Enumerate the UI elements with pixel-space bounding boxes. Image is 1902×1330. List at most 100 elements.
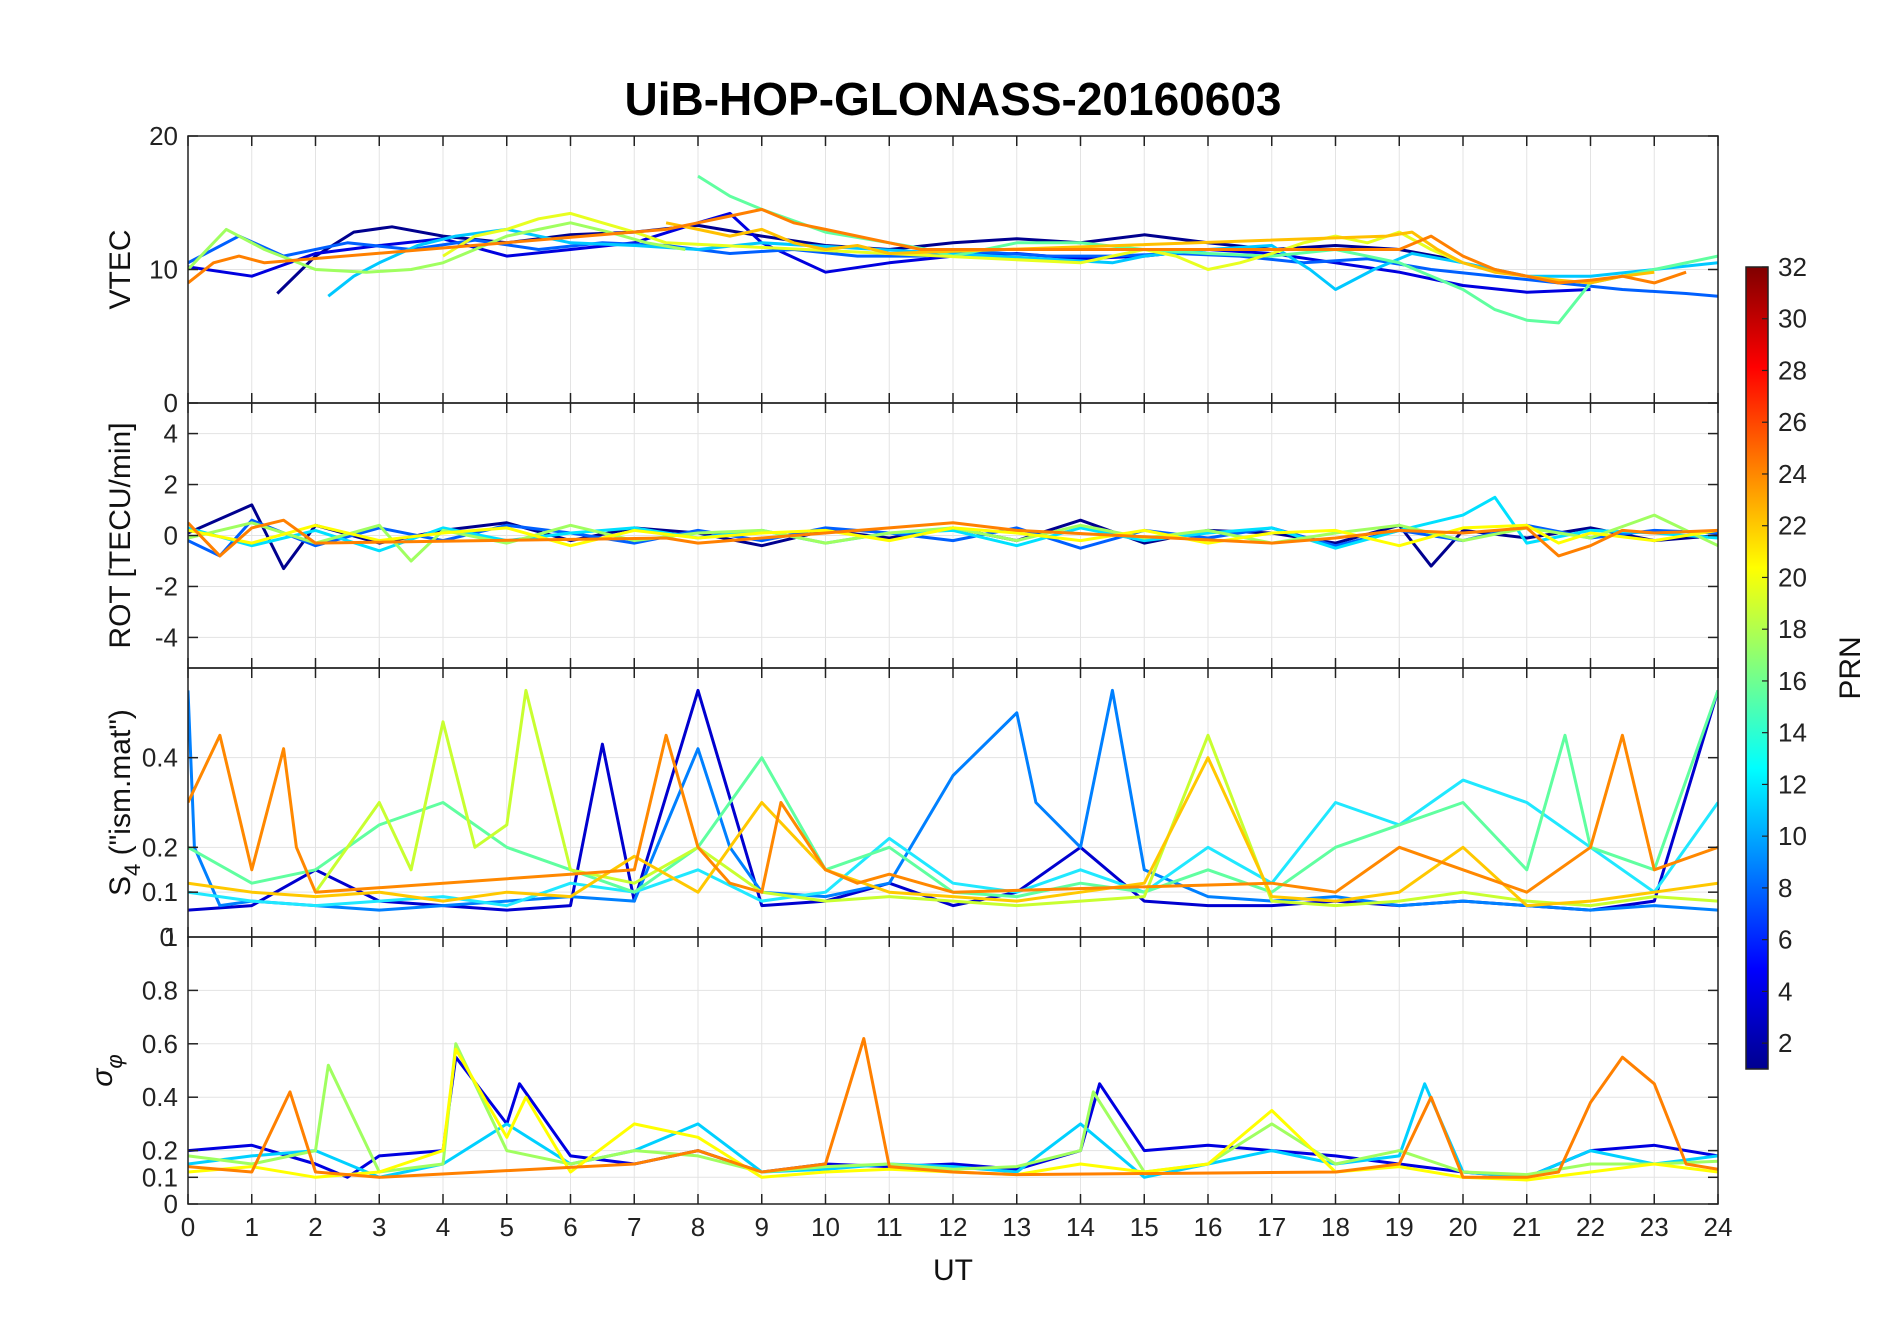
vtec-ylabel: VTEC <box>104 229 137 309</box>
sigma-series-line <box>188 1047 1718 1182</box>
rot-ytick-label: 4 <box>164 419 178 449</box>
colorbar-tick-label: 30 <box>1778 304 1807 334</box>
sigma-ytick-label: 0.6 <box>142 1029 178 1059</box>
colorbar-gradient <box>1745 266 1769 1070</box>
x-tick-label: 2 <box>308 1212 322 1242</box>
sigma-series-line <box>188 1042 1718 1177</box>
s4-ylabel: S4 ("ism.mat") <box>104 709 145 896</box>
sigma-ylabel-sub: φ <box>102 1054 127 1068</box>
x-tick-label: 16 <box>1194 1212 1223 1242</box>
sigma-ytick-label: 0.4 <box>142 1082 178 1112</box>
x-tick-label: 12 <box>939 1212 968 1242</box>
sigma-ytick-label: 0.2 <box>142 1136 178 1166</box>
colorbar-tick-label: 8 <box>1778 873 1792 903</box>
x-tick-label: 15 <box>1130 1212 1159 1242</box>
rot-ytick-label: 0 <box>164 521 178 551</box>
sigma-ylabel-main: σ <box>86 1067 119 1087</box>
s4-ylabel-sub: 4 <box>120 864 145 876</box>
vtec-series-line <box>327 227 1718 298</box>
x-tick-label: 10 <box>811 1212 840 1242</box>
x-tick-label: 19 <box>1385 1212 1414 1242</box>
colorbar-tick-label: 18 <box>1778 614 1807 644</box>
colorbar-tick-label: 6 <box>1778 925 1792 955</box>
x-tick-label: 5 <box>500 1212 514 1242</box>
x-tick-label: 14 <box>1066 1212 1095 1242</box>
vtec-ytick-label: 10 <box>149 255 178 285</box>
sigma-ytick-label: 0.8 <box>142 975 178 1005</box>
sigma-ylabel: σφ <box>86 1054 127 1086</box>
x-tick-label: 20 <box>1449 1212 1478 1242</box>
rot-ytick-label: -4 <box>155 622 178 652</box>
x-tick-label: 13 <box>1002 1212 1031 1242</box>
colorbar-tick-label: 20 <box>1778 562 1807 592</box>
x-tick-label: 8 <box>691 1212 705 1242</box>
colorbar-tick-label: 22 <box>1778 511 1807 541</box>
s4-series-line <box>188 689 1718 899</box>
sigma-ytick-label: 0.1 <box>142 1162 178 1192</box>
vtec-series-line <box>697 174 1718 325</box>
series-layer <box>188 174 1718 1182</box>
vtec-series-line <box>665 221 1655 285</box>
rot-series-line <box>188 513 1718 563</box>
vtec-series-line <box>188 211 1591 294</box>
colorbar-tick-label: 2 <box>1778 1028 1792 1058</box>
x-tick-label: 3 <box>372 1212 386 1242</box>
rot-series-group <box>188 495 1718 571</box>
x-tick-label: 9 <box>755 1212 769 1242</box>
x-tick-label: 0 <box>181 1212 195 1242</box>
x-tick-label: 7 <box>627 1212 641 1242</box>
x-tick-label: 1 <box>245 1212 259 1242</box>
s4-ylabel-main: S <box>104 876 137 896</box>
s4-ylabel-rest: ("ism.mat") <box>104 709 137 864</box>
s4-bottom-tick-label: 1 <box>164 922 178 952</box>
colorbar-tick-label: 16 <box>1778 666 1807 696</box>
colorbar-tick-label: 12 <box>1778 769 1807 799</box>
colorbar-tick-label: 28 <box>1778 355 1807 385</box>
vtec-series-line <box>188 221 686 274</box>
s4-series-line <box>188 778 1718 908</box>
sigma-frame <box>187 936 1719 1205</box>
rot-ytick-label: 2 <box>164 470 178 500</box>
x-tick-label: 11 <box>876 1212 903 1242</box>
chart-title: UiB-HOP-GLONASS-20160603 <box>624 73 1282 125</box>
x-tick-label: 6 <box>563 1212 577 1242</box>
s4-series-line <box>188 688 1718 912</box>
colorbar-tick-label: 24 <box>1778 459 1807 489</box>
s4-ytick-label: 0.2 <box>142 832 178 862</box>
sigma-series-line <box>188 1037 1718 1179</box>
colorbar-tick-label: 10 <box>1778 821 1807 851</box>
s4-series-group <box>188 688 1718 912</box>
sigma-series-group <box>188 1037 1718 1182</box>
vtec-ytick-label: 20 <box>149 121 178 151</box>
colorbar-label: PRN <box>1834 636 1867 699</box>
rot-series-line <box>188 495 1718 553</box>
colorbar-tick-label: 26 <box>1778 407 1807 437</box>
sigma-top-tick-label: 0 <box>160 922 174 952</box>
colorbar-tick-label: 32 <box>1778 252 1807 282</box>
s4-series-line <box>188 733 1718 894</box>
vtec-series-group <box>188 174 1718 325</box>
rot-ytick-label: -2 <box>155 571 178 601</box>
x-tick-label: 24 <box>1704 1212 1733 1242</box>
x-tick-label: 22 <box>1576 1212 1605 1242</box>
s4-series-line <box>188 756 1718 908</box>
s4-ytick-label: 0.4 <box>142 743 178 773</box>
rot-ylabel: ROT [TECU/min] <box>104 422 137 648</box>
x-tick-label: 18 <box>1321 1212 1350 1242</box>
x-axis-label: UT <box>933 1254 973 1287</box>
sigma-ytick-label: 0 <box>164 1189 178 1219</box>
vtec-ytick-label: 0 <box>164 388 178 418</box>
s4-series-line <box>314 688 1718 908</box>
x-tick-label: 23 <box>1640 1212 1669 1242</box>
colorbar-tick-label: 4 <box>1778 976 1792 1006</box>
x-tick-label: 21 <box>1512 1212 1541 1242</box>
vtec-series-line <box>188 207 1687 285</box>
x-tick-label: 17 <box>1257 1212 1286 1242</box>
rot-series-line <box>188 518 1718 558</box>
rot-series-line <box>188 523 1718 548</box>
colorbar-tick-label: 14 <box>1778 718 1807 748</box>
